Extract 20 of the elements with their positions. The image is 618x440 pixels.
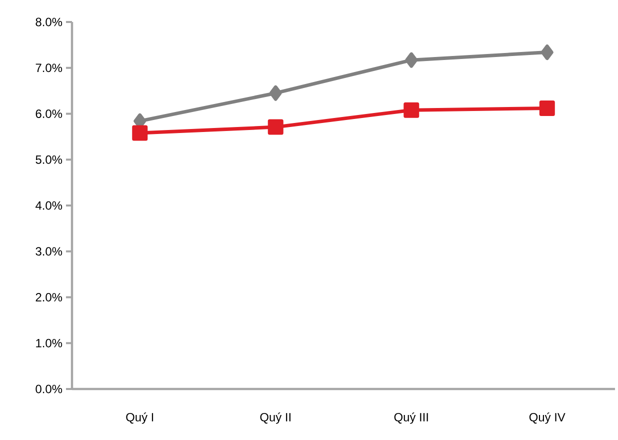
x-tick-label: Quý I (126, 412, 154, 424)
x-tick-label: Quý II (260, 412, 290, 424)
y-tick-label: 1.0% (36, 338, 62, 348)
y-tick-label: 4.0% (36, 201, 62, 210)
y-tick-label: 5.0% (36, 155, 62, 164)
y-tick-label: 3.0% (36, 247, 62, 256)
point (269, 85, 282, 101)
y-tick-label: 8.0% (36, 18, 62, 26)
point (132, 125, 148, 141)
y-tick-label: 6.0% (36, 110, 62, 118)
y-tick-label: 2.0% (36, 293, 62, 302)
y-tick-label: 7.0% (36, 64, 62, 72)
x-tick-label: Quý III (394, 412, 428, 424)
point (404, 102, 420, 118)
point (405, 52, 418, 68)
point (539, 100, 555, 116)
point (268, 119, 284, 135)
point (540, 44, 554, 60)
y-tick-label: 0.0% (36, 384, 62, 394)
x-tick-label: Quý IV (529, 412, 566, 424)
